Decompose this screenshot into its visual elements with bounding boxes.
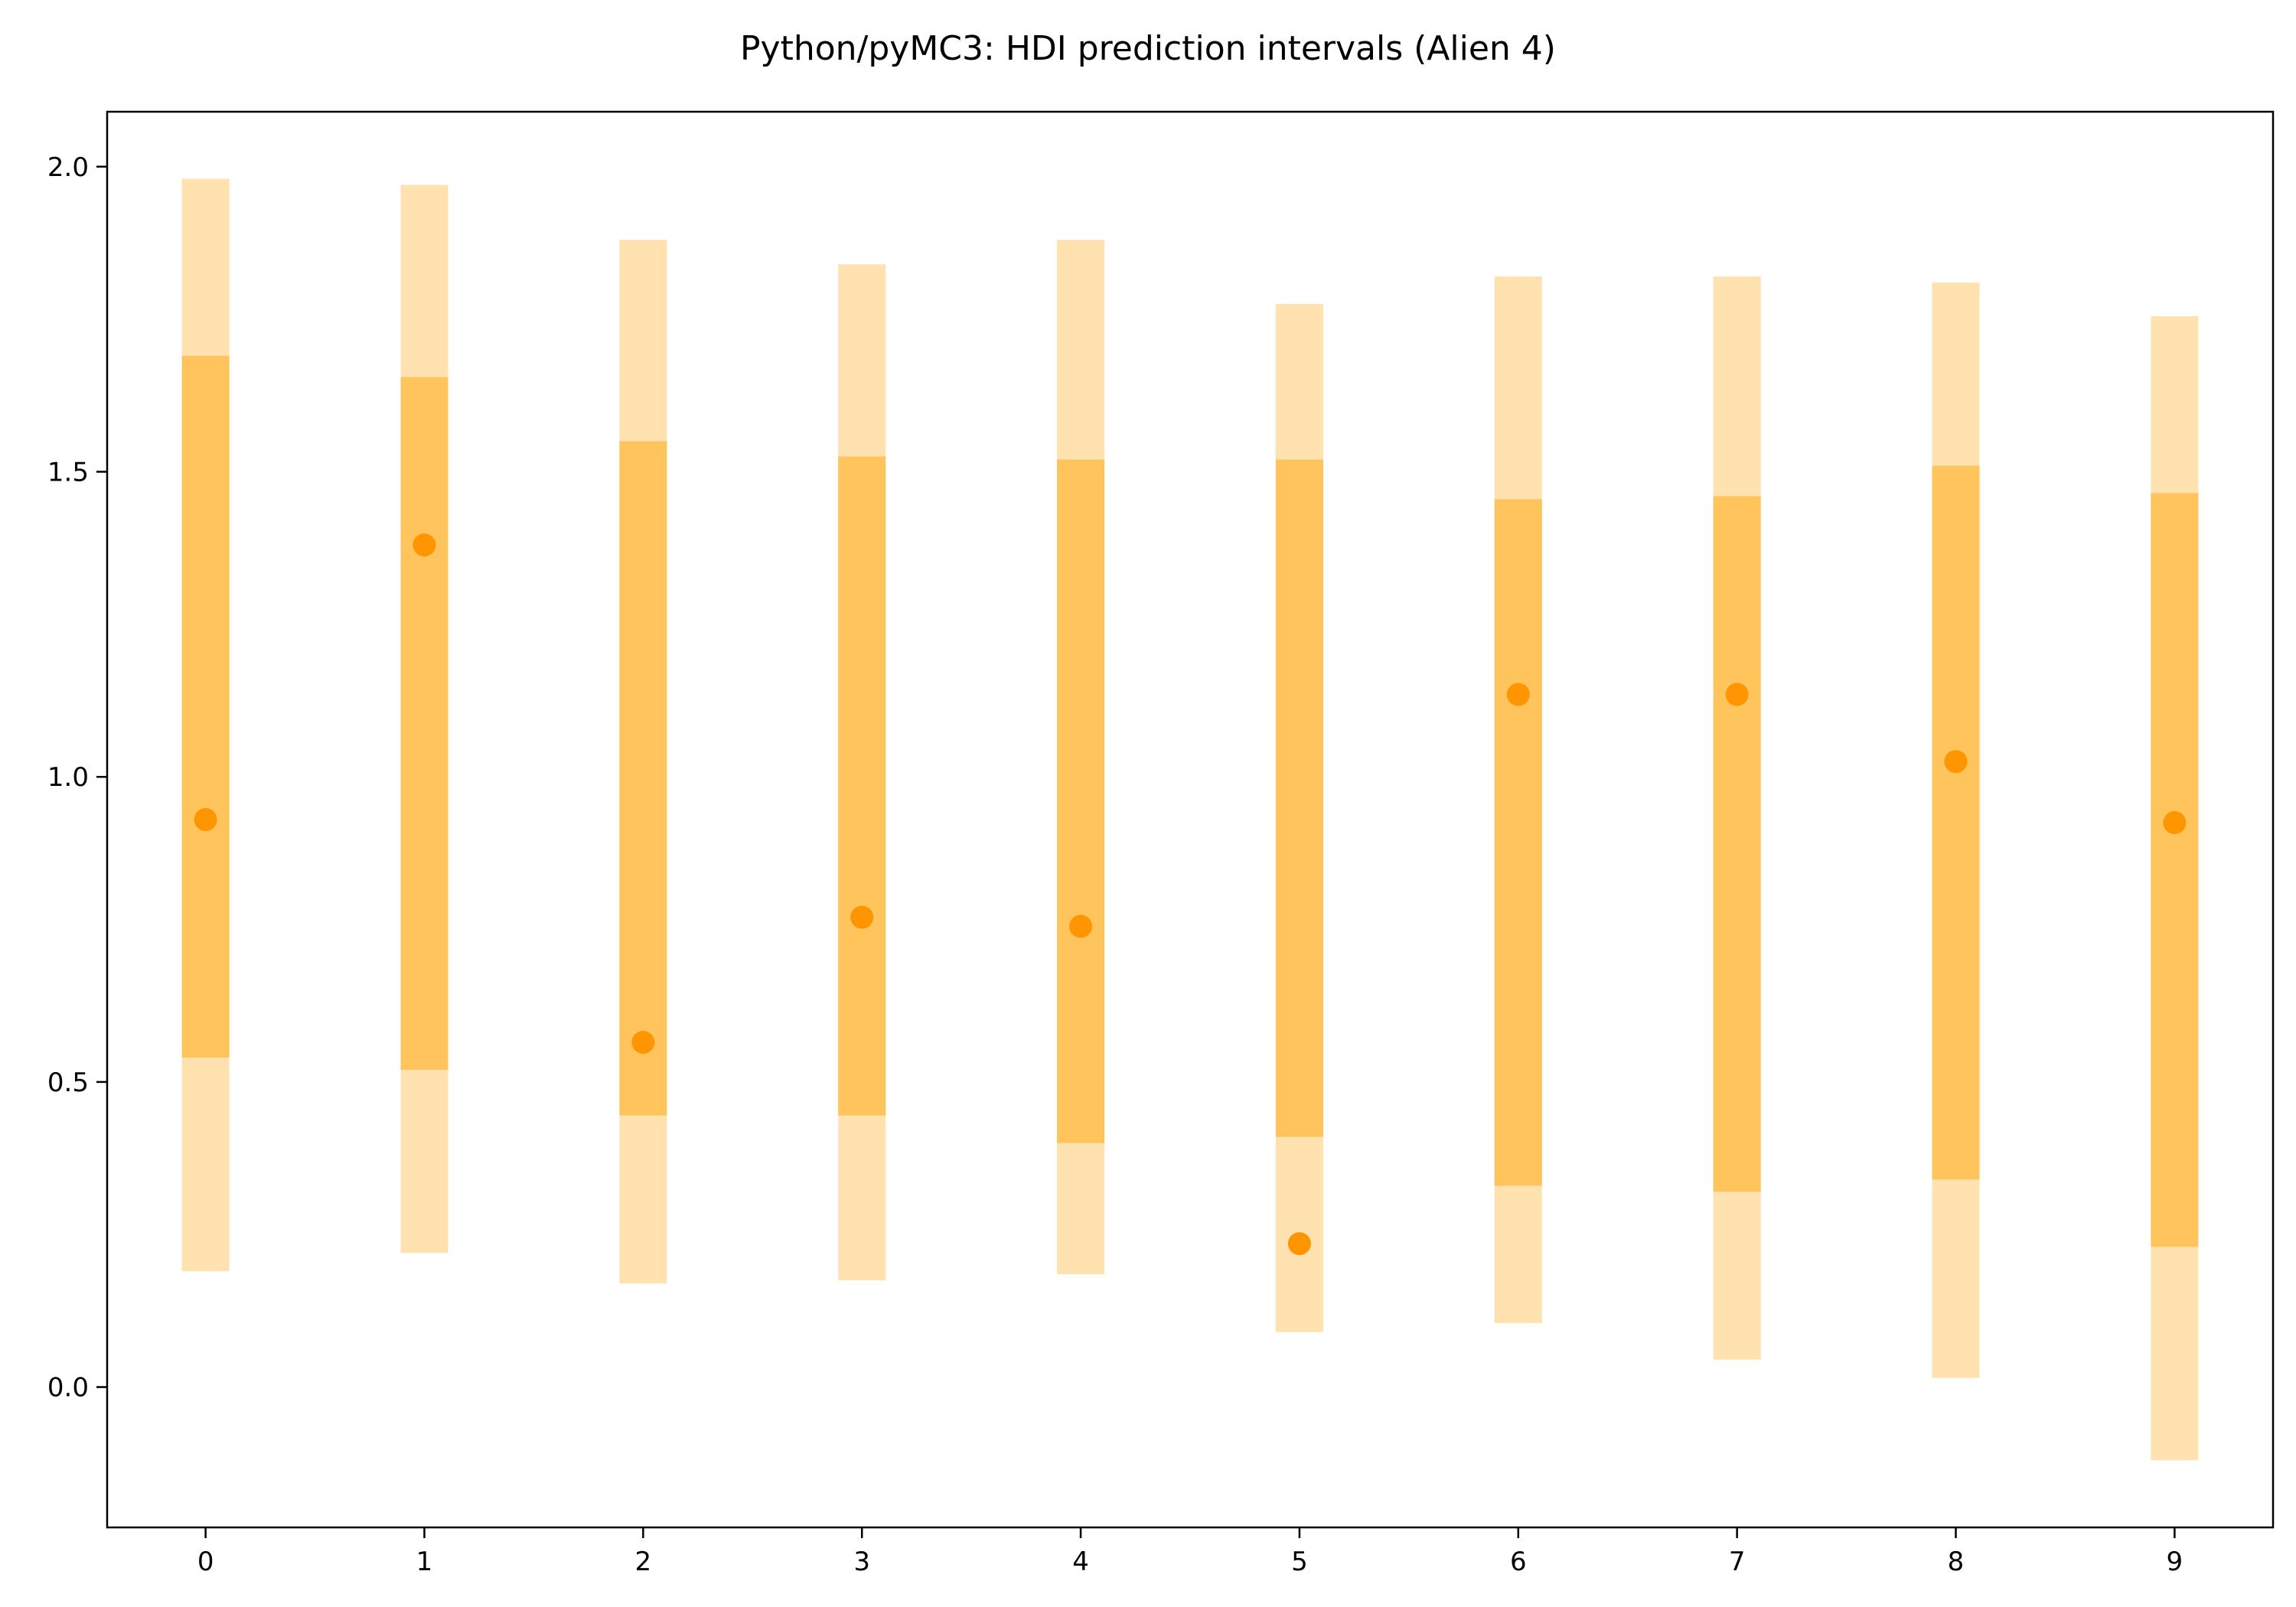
prediction-point-5 <box>1287 1232 1311 1256</box>
points-layer <box>194 533 2187 1256</box>
prediction-point-3 <box>850 905 874 929</box>
axes-frame <box>106 110 2275 1529</box>
inner-interval-bar-5 <box>1275 459 1323 1137</box>
y-tick-label-3: 1.5 <box>47 457 89 487</box>
x-axis: 0 1 2 3 4 5 6 7 8 9 <box>197 1527 2183 1577</box>
inner-interval-bar-7 <box>1713 496 1761 1192</box>
x-tick-label-5: 5 <box>1291 1547 1308 1577</box>
x-tick-label-3: 3 <box>853 1547 870 1577</box>
prediction-point-1 <box>413 533 436 557</box>
y-tick-label-4: 2.0 <box>47 152 89 183</box>
x-tick-label-6: 6 <box>1510 1547 1527 1577</box>
prediction-point-9 <box>2163 810 2187 834</box>
prediction-point-6 <box>1506 683 1530 706</box>
inner-interval-bar-0 <box>181 355 230 1058</box>
x-tick-label-4: 4 <box>1072 1547 1089 1577</box>
inner-interval-bar-2 <box>619 441 667 1116</box>
prediction-point-7 <box>1725 683 1749 706</box>
x-tick-label-7: 7 <box>1729 1547 1746 1577</box>
x-tick-label-9: 9 <box>2167 1547 2183 1577</box>
prediction-point-4 <box>1069 914 1093 938</box>
x-tick-label-1: 1 <box>416 1547 433 1577</box>
prediction-point-0 <box>194 808 217 831</box>
y-tick-label-0: 0.0 <box>47 1373 89 1403</box>
prediction-point-2 <box>631 1031 655 1054</box>
y-tick-label-1: 0.5 <box>47 1068 89 1098</box>
inner-interval-bar-6 <box>1494 499 1542 1186</box>
intervals-layer <box>181 178 2199 1461</box>
y-axis: 0.0 0.5 1.0 1.5 2.0 <box>47 152 107 1403</box>
inner-interval-bar-1 <box>400 376 448 1070</box>
x-tick-label-8: 8 <box>1948 1547 1965 1577</box>
inner-interval-bar-8 <box>1932 465 1980 1180</box>
inner-interval-bar-9 <box>2151 493 2199 1247</box>
prediction-point-8 <box>1944 750 1968 774</box>
inner-interval-bar-3 <box>838 456 886 1116</box>
y-tick-label-2: 1.0 <box>47 762 89 793</box>
x-tick-label-2: 2 <box>635 1547 652 1577</box>
inner-interval-bar-4 <box>1057 459 1105 1143</box>
chart-title: Python/pyMC3: HDI prediction intervals (… <box>740 29 1556 68</box>
x-tick-label-0: 0 <box>197 1547 214 1577</box>
